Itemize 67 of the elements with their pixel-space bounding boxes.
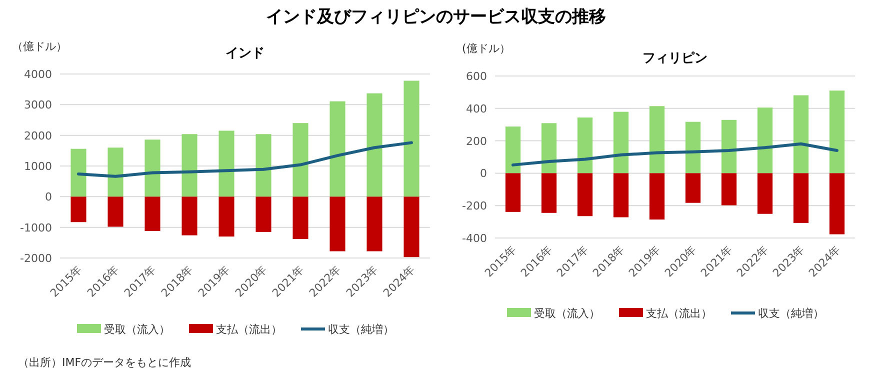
legend-label: 受取（流入）: [534, 307, 600, 320]
bar: [721, 120, 737, 174]
legend-label: 支払（流出）: [216, 323, 282, 336]
text: （出所）IMFのデータをもとに作成: [18, 356, 192, 369]
bar: [292, 196, 308, 239]
bar: [330, 101, 346, 197]
bar: [793, 173, 809, 223]
bar: [292, 123, 308, 197]
bar: [829, 90, 845, 174]
bar: [505, 126, 521, 174]
y-tick-label: 600: [466, 70, 487, 83]
bar: [366, 196, 382, 252]
y-tick-label: 0: [45, 190, 52, 204]
bar: [330, 196, 346, 252]
bar: [404, 196, 420, 258]
bar: [829, 173, 845, 234]
y-tick-label: -1000: [20, 221, 52, 234]
y-tick-label: 3000: [24, 98, 52, 112]
bar: [613, 112, 629, 174]
bar: [144, 140, 160, 197]
y-tick-label: 0: [480, 167, 487, 180]
y-axis-title: (億ドル）: [462, 42, 510, 55]
bar: [721, 173, 737, 206]
legend-label: 収支（純増）: [758, 307, 824, 320]
y-tick-label: 2000: [24, 129, 52, 142]
bar: [577, 173, 593, 216]
line-series: [512, 142, 838, 166]
legend-label: 支払（流出）: [646, 307, 712, 320]
y-axis-title: （億ドル）: [12, 40, 67, 53]
bar: [218, 196, 234, 237]
y-tick-label: -400: [462, 232, 487, 245]
bar: [757, 173, 773, 214]
bar: [757, 108, 773, 174]
y-tick-label: 200: [466, 134, 487, 148]
bar: [108, 196, 124, 227]
bar: [649, 173, 665, 220]
bar: [793, 95, 809, 174]
line-series: [77, 141, 413, 178]
legend-label: 受取（流入）: [104, 323, 170, 336]
bar: [218, 130, 234, 197]
bar: [577, 117, 593, 174]
bar: [505, 173, 521, 212]
y-tick-label: -200: [462, 200, 487, 213]
legend-label: 収支（純増）: [328, 323, 394, 336]
bar: [541, 173, 557, 213]
bar: [70, 148, 86, 197]
bar: [182, 196, 198, 236]
y-tick-label: -2000: [20, 252, 52, 265]
bar: [613, 173, 629, 218]
bar: [685, 122, 701, 174]
bar: [108, 148, 124, 197]
chart-title: フィリピン: [642, 51, 708, 66]
bar: [541, 123, 557, 174]
bar: [144, 196, 160, 232]
bar: [366, 93, 382, 197]
y-tick-label: 1000: [24, 160, 52, 173]
bar: [256, 134, 272, 197]
chart-title: インド及びフィリピンのサービス収支の推移: [266, 7, 606, 27]
bar: [649, 106, 665, 174]
bar: [404, 80, 420, 197]
bar: [182, 134, 198, 197]
y-tick-label: 4000: [24, 68, 52, 81]
y-tick-label: 400: [466, 102, 487, 116]
bar: [256, 196, 272, 232]
bar: [685, 173, 701, 203]
chart-subtitle: インド: [226, 46, 264, 61]
bar: [70, 196, 86, 222]
